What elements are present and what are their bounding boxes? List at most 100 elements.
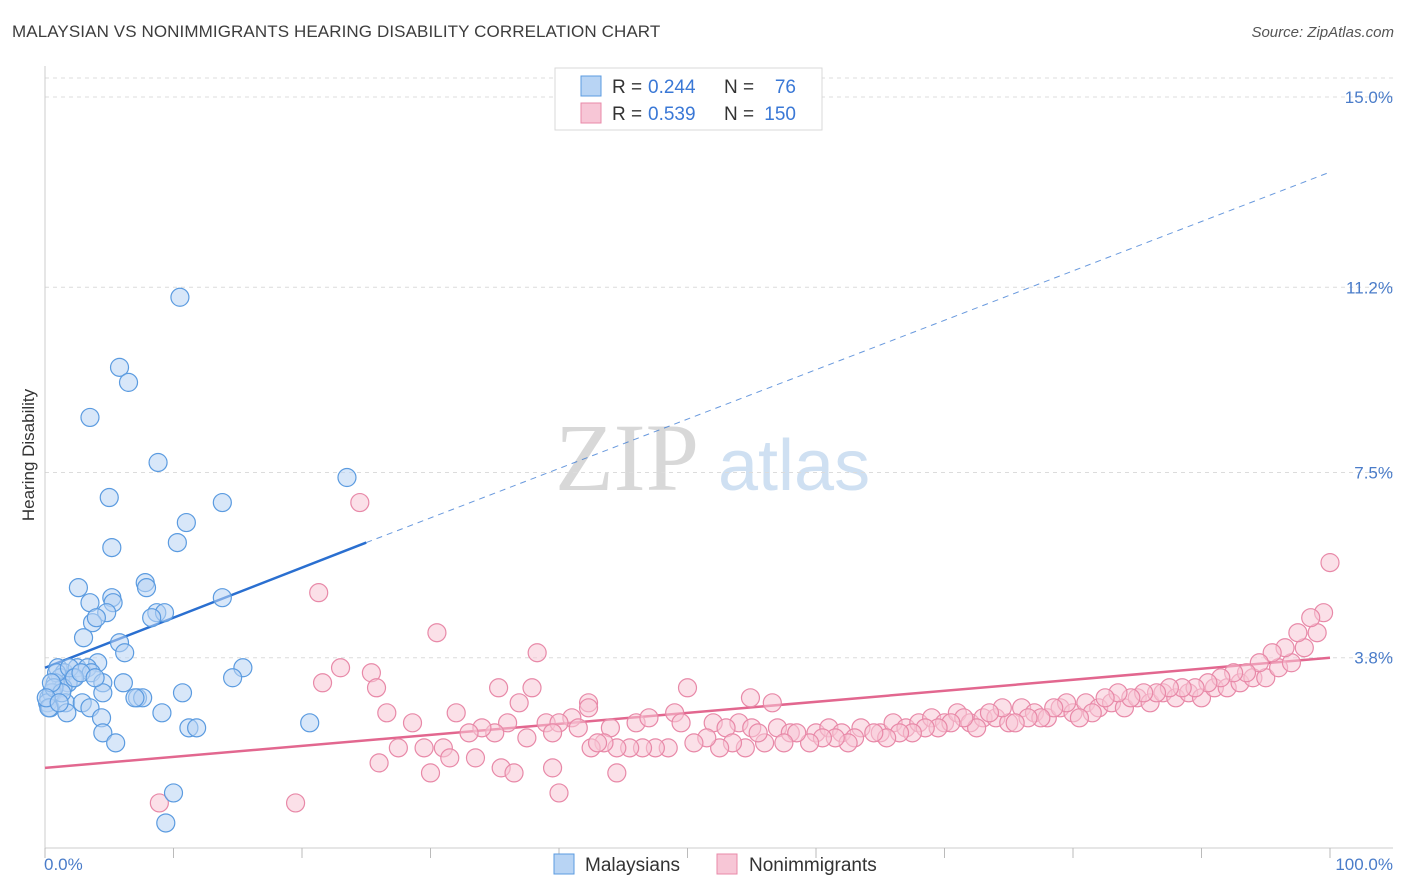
legend-swatch-nonimmigrants — [580, 102, 602, 124]
point-nonimmigrants — [402, 713, 423, 733]
point-nonimmigrants — [414, 738, 434, 758]
point-nonimmigrants — [542, 758, 563, 778]
point-malaysians — [300, 713, 320, 733]
point-nonimmigrants — [350, 492, 370, 513]
trend-line-nonimmigrants — [44, 656, 1331, 770]
point-malaysians — [170, 287, 190, 307]
point-malaysians — [156, 813, 176, 833]
point-nonimmigrants — [762, 693, 782, 713]
point-nonimmigrants — [677, 678, 698, 698]
point-nonimmigrants — [377, 703, 397, 723]
point-nonimmigrants — [388, 738, 408, 758]
point-nonimmigrants — [1069, 708, 1090, 728]
y-tick-labels: 3.8% 7.5% 11.2% 15.0% — [1345, 88, 1393, 668]
point-nonimmigrants — [517, 728, 537, 748]
point-malaysians — [337, 467, 357, 488]
grid-lines — [45, 77, 1393, 659]
point-malaysians — [73, 628, 94, 648]
point-nonimmigrants — [740, 688, 761, 708]
y-tick-label: 11.2% — [1346, 278, 1393, 297]
source-label: Source: ZipAtlas.com — [1251, 24, 1394, 41]
point-nonimmigrants — [330, 658, 351, 678]
legend-r-value-0: 0.244 — [648, 77, 696, 98]
point-nonimmigrants — [710, 738, 730, 758]
point-nonimmigrants — [366, 678, 387, 698]
legend-n-value-1: 150 — [764, 104, 796, 125]
point-nonimmigrants — [549, 783, 569, 803]
point-malaysians — [176, 512, 196, 533]
point-malaysians — [136, 578, 157, 598]
legend-r-label-0: R = — [612, 77, 642, 98]
bottom-legend-swatch-malaysians — [553, 853, 575, 875]
point-nonimmigrants — [639, 708, 659, 728]
point-malaysians — [49, 693, 69, 713]
point-nonimmigrants — [427, 623, 447, 643]
point-malaysians — [148, 452, 168, 473]
legend-r-label-1: R = — [612, 104, 642, 125]
point-nonimmigrants — [420, 763, 441, 783]
point-nonimmigrants — [369, 753, 389, 773]
point-nonimmigrants — [967, 718, 987, 738]
point-malaysians — [152, 703, 172, 723]
point-nonimmigrants — [309, 583, 329, 603]
legend-r-value-1: 0.539 — [648, 104, 696, 125]
legend-n-label-1: N = — [724, 104, 754, 125]
point-nonimmigrants — [979, 703, 1000, 723]
point-malaysians — [86, 608, 107, 628]
point-nonimmigrants — [864, 723, 884, 743]
point-nonimmigrants — [498, 713, 518, 733]
legend-n-value-0: 76 — [775, 77, 796, 98]
point-malaysians — [115, 643, 135, 663]
point-malaysians — [223, 668, 243, 688]
bottom-legend-nonimmigrants: Nonimmigrants — [749, 855, 877, 876]
point-malaysians — [142, 608, 162, 628]
point-nonimmigrants — [149, 793, 169, 813]
trend-lines — [44, 171, 1331, 770]
point-malaysians — [102, 537, 122, 558]
point-nonimmigrants — [607, 763, 627, 783]
point-nonimmigrants — [671, 713, 691, 733]
chart-title: MALAYSIAN VS NONIMMIGRANTS HEARING DISAB… — [12, 22, 661, 41]
point-nonimmigrants — [440, 748, 460, 768]
legend-swatch-malaysians — [580, 75, 602, 97]
point-malaysians — [172, 683, 193, 703]
point-malaysians — [187, 718, 207, 738]
point-nonimmigrants — [568, 718, 588, 738]
point-nonimmigrants — [787, 723, 807, 743]
point-nonimmigrants — [578, 698, 599, 718]
point-malaysians — [212, 492, 232, 513]
trend-line-malaysians — [44, 541, 367, 669]
point-malaysians — [99, 487, 119, 508]
point-nonimmigrants — [684, 733, 704, 753]
point-nonimmigrants — [509, 693, 529, 713]
point-malaysians — [68, 578, 89, 598]
point-nonimmigrants — [489, 678, 509, 698]
y-tick-label: 3.8% — [1354, 649, 1393, 668]
axes — [44, 66, 1393, 858]
point-nonimmigrants — [285, 793, 306, 813]
point-malaysians — [212, 588, 232, 608]
legend-n-label-0: N = — [724, 77, 754, 98]
point-malaysians — [85, 668, 105, 688]
trend-line-malaysians-extension — [366, 171, 1331, 544]
point-malaysians — [106, 733, 126, 753]
point-nonimmigrants — [1249, 653, 1269, 673]
point-malaysians — [109, 357, 130, 377]
point-nonimmigrants — [1288, 623, 1308, 643]
point-malaysians — [113, 673, 133, 693]
data-points — [36, 287, 1340, 833]
point-malaysians — [167, 532, 187, 553]
point-nonimmigrants — [587, 733, 608, 753]
point-malaysians — [118, 372, 139, 392]
y-tick-label: 7.5% — [1354, 464, 1393, 483]
point-nonimmigrants — [522, 678, 542, 698]
point-nonimmigrants — [1095, 688, 1115, 708]
point-nonimmigrants — [459, 723, 479, 743]
point-malaysians — [80, 407, 100, 428]
point-nonimmigrants — [504, 763, 524, 783]
point-nonimmigrants — [1005, 713, 1025, 733]
point-nonimmigrants — [748, 723, 768, 743]
watermark-atlas: atlas — [718, 426, 870, 506]
point-nonimmigrants — [446, 703, 466, 723]
